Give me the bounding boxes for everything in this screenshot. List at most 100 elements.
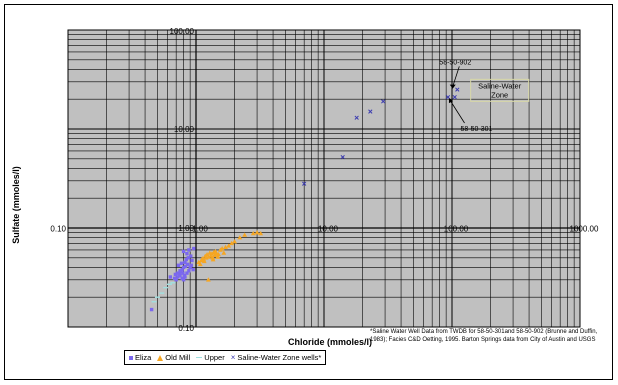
data-point-eliza <box>181 278 186 282</box>
arrow-line <box>452 66 460 87</box>
data-point-eliza <box>184 257 189 262</box>
data-point-eliza <box>178 269 182 273</box>
data-point-old-mill <box>206 277 211 282</box>
triangle-marker-icon <box>157 354 164 361</box>
data-point-eliza <box>183 264 188 269</box>
data-point-eliza <box>181 265 186 270</box>
x-marker-stroke <box>368 109 373 114</box>
data-point-old-mill <box>223 244 228 249</box>
annotation-58-50-902: 58-50-902 <box>439 59 471 66</box>
data-point-eliza <box>168 275 173 279</box>
data-point-eliza <box>176 263 181 267</box>
data-point-old-mill <box>213 248 218 254</box>
arrow-head-icon <box>448 98 453 104</box>
data-point-old-mill <box>226 243 232 248</box>
legend-label: Upper <box>204 353 225 362</box>
legend-item-saline: × Saline-Water Zone wells* <box>231 353 322 362</box>
grid-layer <box>67 29 581 328</box>
x-marker-stroke <box>340 154 345 160</box>
data-point-saline <box>368 109 373 114</box>
x-axis-label: Chloride (mmoles/l) <box>287 337 373 347</box>
x-tick-label: 100.00 <box>444 225 469 234</box>
y-tick-label: 1.00 <box>178 224 194 233</box>
data-point-old-mill <box>250 230 256 236</box>
dash-marker-icon <box>196 357 203 358</box>
data-point-eliza <box>181 271 185 275</box>
data-point-eliza <box>190 258 194 263</box>
data-point-saline <box>340 154 345 160</box>
data-point-eliza <box>185 271 189 275</box>
x-tick-label: 10.00 <box>318 225 339 234</box>
data-point-saline <box>354 115 359 120</box>
data-point-old-mill <box>199 256 205 261</box>
data-point-old-mill <box>201 258 207 264</box>
data-point-saline <box>455 87 460 92</box>
arrow-line <box>449 99 465 124</box>
square-marker-icon <box>129 355 133 360</box>
annotation-zone-line2: Zone <box>491 90 508 99</box>
data-point-old-mill <box>229 240 235 246</box>
x-marker-stroke <box>381 99 386 104</box>
x-tick-label: 0.10 <box>50 225 66 234</box>
data-point-old-mill <box>219 246 225 251</box>
data-point-eliza <box>176 271 180 275</box>
data-point-old-mill <box>242 232 248 237</box>
data-point-eliza <box>173 272 178 277</box>
y-tick-label: 100.00 <box>170 27 195 36</box>
data-point-eliza <box>187 269 191 273</box>
x-marker-icon: × <box>230 352 236 362</box>
legend-item-eliza: Eliza <box>129 353 151 362</box>
y-tick-label: 0.10 <box>178 324 194 333</box>
x-tick-label: 1.00 <box>192 225 208 234</box>
y-axis-label: Sulfate (mmoles/l) <box>11 166 21 244</box>
data-point-eliza <box>189 263 194 267</box>
data-point-eliza <box>185 252 189 256</box>
data-point-eliza <box>185 262 190 266</box>
data-point-saline <box>381 99 386 104</box>
data-point-eliza <box>192 246 196 251</box>
annotation-58-50-301: 58-50-301 <box>461 126 493 133</box>
data-point-old-mill <box>216 251 221 257</box>
data-point-eliza <box>191 267 195 272</box>
data-point-old-mill <box>232 239 237 244</box>
x-marker-stroke <box>354 115 359 120</box>
data-point-saline <box>452 94 457 100</box>
data-point-eliza <box>180 267 184 272</box>
data-point-old-mill <box>258 230 264 236</box>
x-marker-stroke <box>455 87 460 92</box>
legend-label: Old Mill <box>165 353 191 362</box>
legend-item-old-mill: Old Mill <box>157 353 190 362</box>
data-point-old-mill <box>204 251 210 257</box>
arrow-head-icon <box>449 84 456 89</box>
data-point-old-mill <box>197 261 203 267</box>
data-point-eliza <box>181 249 186 254</box>
data-point-old-mill <box>221 250 227 255</box>
annotation-zone-line1: Saline-Water <box>478 81 522 90</box>
x-marker-stroke <box>452 94 457 100</box>
x-marker-stroke <box>302 181 307 186</box>
data-point-old-mill <box>210 257 216 262</box>
data-point-old-mill <box>237 235 243 240</box>
y-tick-label: 10.00 <box>174 125 195 134</box>
data-point-eliza <box>176 275 180 279</box>
axis-layer: 0.10 1.00 10.00 100.00 1000.00 0.10 1.00 10.00 1… <box>50 27 599 333</box>
zone-box <box>470 78 530 102</box>
data-point-saline <box>302 181 307 186</box>
data-point-eliza <box>188 265 192 270</box>
data-point-old-mill <box>215 254 221 259</box>
legend-label: Eliza <box>135 353 152 362</box>
data-point-eliza <box>187 248 191 252</box>
data-point-old-mill <box>208 253 213 258</box>
x-marker-stroke <box>445 94 451 100</box>
data-point-eliza <box>186 256 190 260</box>
data-point-eliza <box>179 261 184 265</box>
data-point-old-mill <box>254 230 260 235</box>
data-point-eliza <box>189 254 193 258</box>
data-point-eliza <box>149 307 154 312</box>
point-layer <box>149 87 460 312</box>
chart-legend: Eliza Old Mill Upper × Saline-Water Zone… <box>124 350 327 365</box>
data-point-eliza <box>183 260 187 265</box>
chart-footnote: *Saline Water Well Data from TWDB for 58… <box>370 329 598 343</box>
data-point-eliza <box>174 278 178 282</box>
